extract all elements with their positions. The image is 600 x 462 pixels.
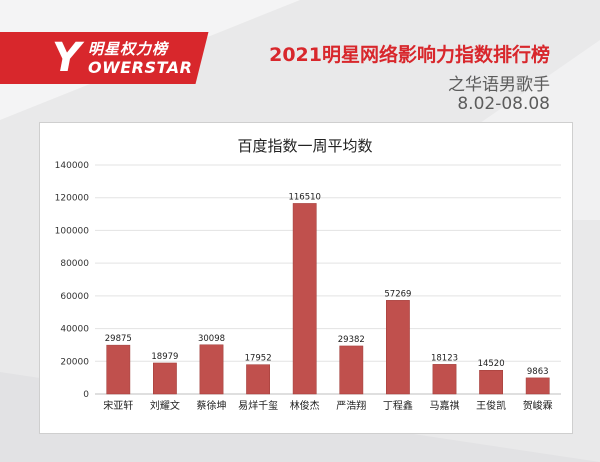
bar <box>153 362 177 395</box>
chart-title: 百度指数一周平均数 <box>237 137 373 155</box>
data-label: 30098 <box>198 334 225 344</box>
data-label: 9863 <box>527 367 549 377</box>
x-tick-label: 丁程鑫 <box>383 399 413 412</box>
x-tick-label: 刘耀文 <box>150 399 180 412</box>
y-tick-label: 120000 <box>55 194 90 204</box>
logo-letter: Y <box>52 35 81 81</box>
y-tick-label: 20000 <box>60 357 89 367</box>
logo-english-text: OWERSTAR <box>88 58 193 77</box>
x-tick-label: 严浩翔 <box>336 399 366 412</box>
x-tick-label: 易烊千玺 <box>238 399 278 412</box>
data-label: 14520 <box>478 359 505 369</box>
y-tick-label: 0 <box>83 390 89 400</box>
x-tick-label: 蔡徐坤 <box>197 399 227 412</box>
x-tick-label: 宋亚轩 <box>103 399 133 412</box>
page-subtitle: 之华语男歌手 <box>448 75 550 95</box>
bar <box>199 344 224 395</box>
bar <box>246 364 270 395</box>
x-tick-label: 马嘉祺 <box>430 399 460 412</box>
bar <box>106 344 131 395</box>
x-tick-label: 贺峻霖 <box>523 399 553 412</box>
data-label: 29875 <box>105 334 132 344</box>
data-label: 18979 <box>151 352 178 362</box>
page-title: 2021明星网络影响力指数排行榜 <box>269 44 550 66</box>
y-tick-label: 140000 <box>55 161 90 171</box>
bar <box>386 300 410 395</box>
logo-chinese-text: 明星权力榜 <box>88 40 169 58</box>
x-tick-label: 林俊杰 <box>290 399 320 412</box>
bar <box>525 377 550 395</box>
data-label: 17952 <box>245 354 272 364</box>
bar <box>479 369 504 395</box>
date-range: 8.02-08.08 <box>457 94 550 114</box>
data-label: 29382 <box>338 335 365 345</box>
y-tick-label: 80000 <box>60 259 89 269</box>
x-tick-label: 王俊凯 <box>476 399 506 412</box>
bar <box>432 364 457 395</box>
yowerstar-logo: Y 明星权力榜 OWERSTAR <box>52 34 202 82</box>
data-label: 116510 <box>288 192 320 202</box>
y-tick-label: 100000 <box>55 226 90 236</box>
data-label: 18123 <box>431 353 458 363</box>
bar <box>292 203 317 395</box>
y-tick-label: 60000 <box>60 292 89 302</box>
y-tick-label: 40000 <box>60 325 89 335</box>
bar-chart: 0 20000 40000 60000 80000 100000 120000 140000 2… <box>55 161 561 412</box>
bar <box>339 345 364 395</box>
data-label: 57269 <box>384 289 411 299</box>
